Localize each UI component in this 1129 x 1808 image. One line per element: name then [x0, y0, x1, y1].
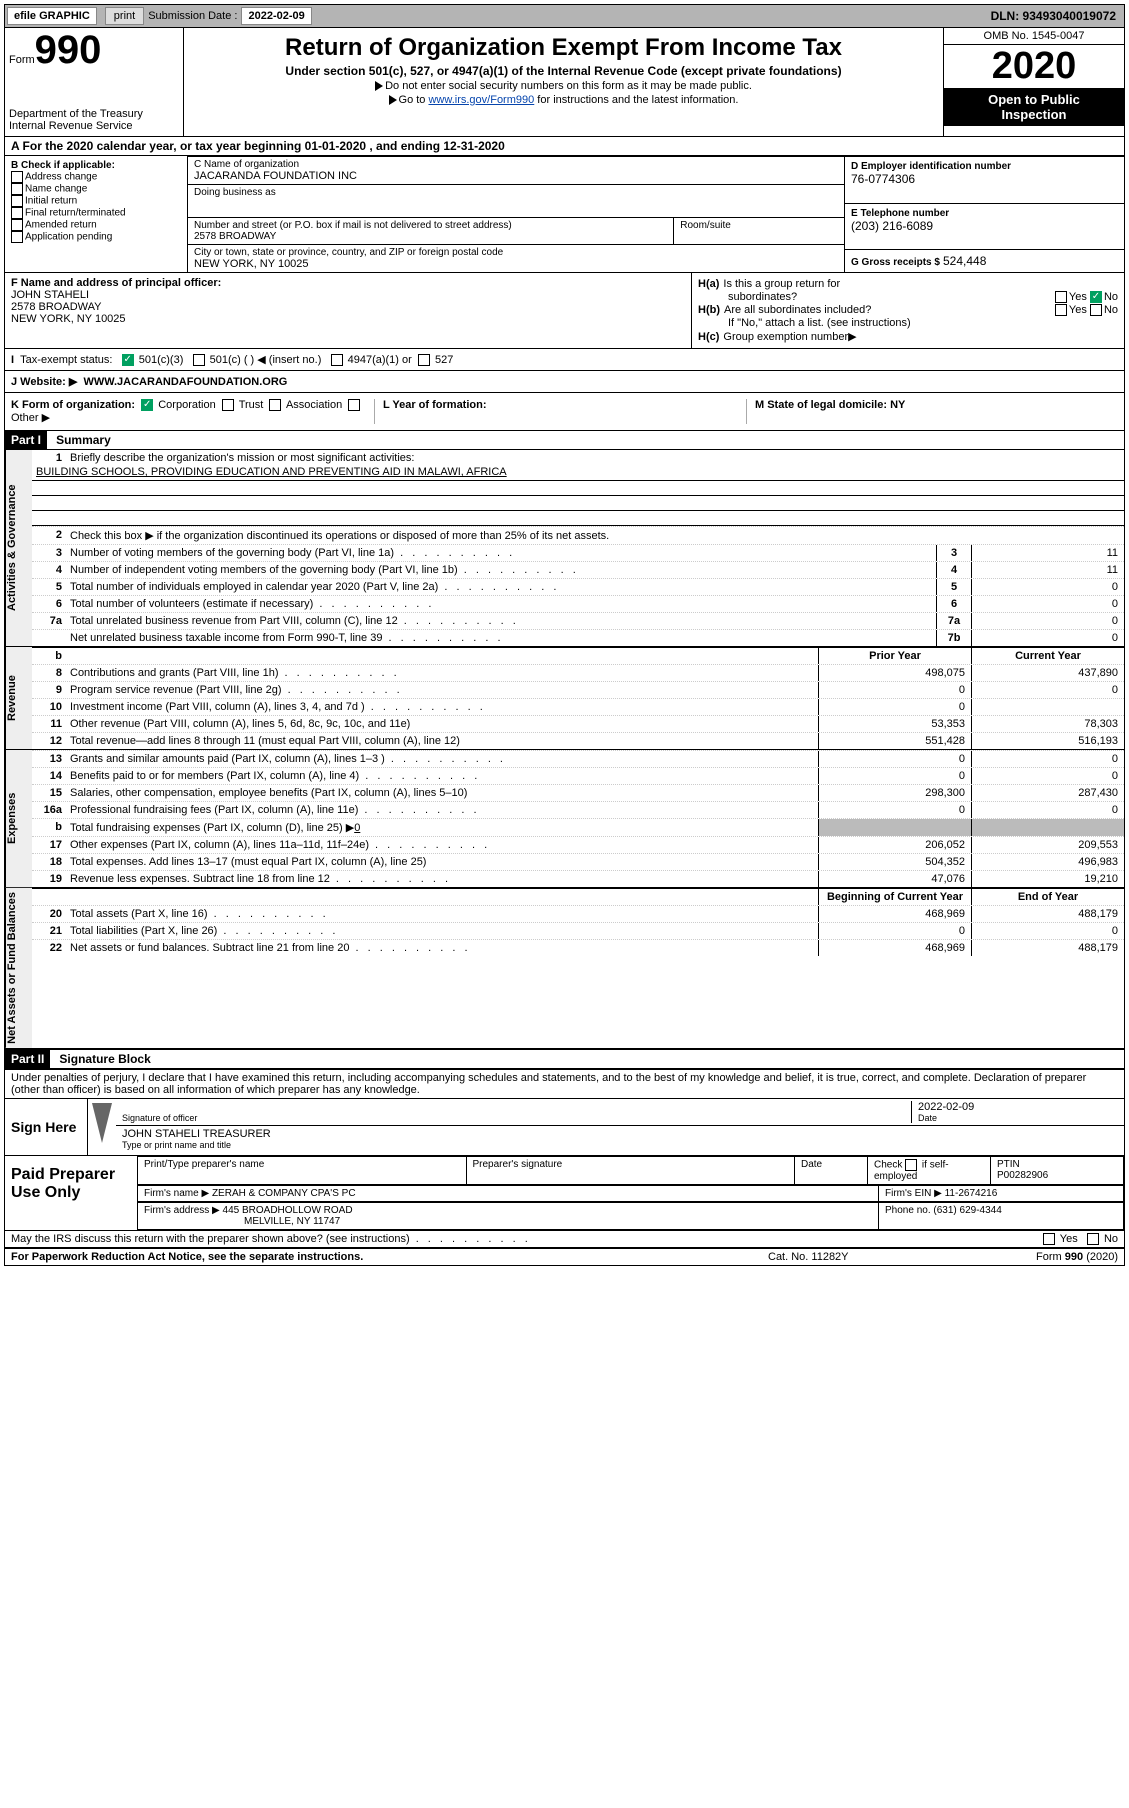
ein: 76-0774306	[851, 172, 1118, 186]
section-l: L Year of formation:	[374, 399, 746, 424]
ha-no[interactable]: ✓	[1090, 291, 1102, 303]
hb-no[interactable]	[1090, 304, 1102, 316]
org-name: JACARANDA FOUNDATION INC	[194, 170, 838, 182]
sign-arrow-icon	[92, 1103, 112, 1143]
chk-501c[interactable]	[193, 354, 205, 366]
section-j: J Website: ▶ WWW.JACARANDAFOUNDATION.ORG	[5, 370, 1124, 393]
val-7a: 0	[971, 613, 1124, 629]
section-f: F Name and address of principal officer:…	[5, 273, 691, 348]
efile-label: efile GRAPHIC	[7, 7, 97, 25]
irs-label: Internal Revenue Service	[9, 120, 179, 132]
chk-amended[interactable]	[11, 219, 23, 231]
sign-date: 2022-02-09	[918, 1101, 1118, 1113]
gross-receipts: 524,448	[943, 254, 986, 268]
telephone: (203) 216-6089	[851, 219, 1118, 233]
val-4: 11	[971, 562, 1124, 578]
submission-date: 2022-02-09	[241, 7, 311, 25]
firm-address-2: MELVILLE, NY 11747	[144, 1216, 872, 1227]
ptin: P00282906	[997, 1170, 1117, 1181]
vtab-expenses: Expenses	[5, 750, 32, 887]
chk-initial[interactable]	[11, 195, 23, 207]
chk-address[interactable]	[11, 171, 23, 183]
part-ii-label: Part II	[5, 1050, 50, 1068]
chk-final[interactable]	[11, 207, 23, 219]
val-3: 11	[971, 545, 1124, 561]
chk-self-employed[interactable]	[905, 1159, 917, 1171]
part-i-title: Summary	[50, 431, 117, 449]
firm-phone: (631) 629-4344	[933, 1205, 1001, 1216]
form-note-ssn: Do not enter social security numbers on …	[385, 80, 752, 92]
paperwork-notice: For Paperwork Reduction Act Notice, see …	[11, 1251, 768, 1263]
chk-pending[interactable]	[11, 231, 23, 243]
part-i-label: Part I	[5, 431, 47, 449]
form-number-block: Form990 Department of the Treasury Inter…	[5, 28, 184, 136]
firm-name: ZERAH & COMPANY CPA'S PC	[212, 1188, 356, 1199]
section-b: B Check if applicable: Address change Na…	[5, 156, 187, 272]
discuss-yes[interactable]	[1043, 1233, 1055, 1245]
firm-address-1: 445 BROADHOLLOW ROAD	[223, 1205, 353, 1216]
val-6: 0	[971, 596, 1124, 612]
section-i: I Tax-exempt status: ✓ 501(c)(3) 501(c) …	[5, 348, 1124, 370]
section-k: K Form of organization: ✓ Corporation Tr…	[11, 399, 374, 424]
form-subtitle: Under section 501(c), 527, or 4947(a)(1)…	[192, 64, 935, 78]
officer-name: JOHN STAHELI	[11, 289, 685, 301]
row-a-period: A For the 2020 calendar year, or tax yea…	[5, 137, 1124, 156]
officer-signature-name: JOHN STAHELI TREASURER	[122, 1128, 1118, 1140]
print-button[interactable]: print	[105, 7, 144, 25]
city-state-zip: NEW YORK, NY 10025	[194, 258, 838, 270]
chk-501c3[interactable]: ✓	[122, 354, 134, 366]
chk-4947[interactable]	[331, 354, 343, 366]
website: WWW.JACARANDAFOUNDATION.ORG	[83, 376, 287, 388]
ha-yes[interactable]	[1055, 291, 1067, 303]
val-5: 0	[971, 579, 1124, 595]
top-bar: efile GRAPHIC print Submission Date : 20…	[5, 5, 1124, 28]
street-address: 2578 BROADWAY	[194, 231, 667, 242]
firm-ein: 11-2674216	[945, 1188, 998, 1199]
dept-treasury: Department of the Treasury	[9, 108, 179, 120]
vtab-net-assets: Net Assets or Fund Balances	[5, 888, 32, 1048]
paid-preparer-label: Paid Preparer Use Only	[5, 1156, 137, 1230]
form-footer: Form 990 (2020)	[968, 1251, 1118, 1263]
open-public-badge: Open to Public Inspection	[944, 88, 1124, 126]
section-m: M State of legal domicile: NY	[746, 399, 1118, 424]
cat-no: Cat. No. 11282Y	[768, 1251, 968, 1263]
omb-number: OMB No. 1545-0047	[944, 28, 1124, 45]
mission: BUILDING SCHOOLS, PROVIDING EDUCATION AN…	[32, 466, 1124, 481]
chk-527[interactable]	[418, 354, 430, 366]
vtab-activities: Activities & Governance	[5, 450, 32, 646]
dln: DLN: 93493040019072	[991, 9, 1122, 23]
perjury-statement: Under penalties of perjury, I declare th…	[5, 1069, 1124, 1098]
sign-here-label: Sign Here	[5, 1099, 88, 1155]
form-990: 990	[35, 28, 102, 72]
irs-link[interactable]: www.irs.gov/Form990	[428, 94, 534, 106]
vtab-revenue: Revenue	[5, 647, 32, 749]
val-7b: 0	[971, 630, 1124, 646]
hb-yes[interactable]	[1055, 304, 1067, 316]
submission-label: Submission Date :	[148, 10, 237, 22]
chk-name[interactable]	[11, 183, 23, 195]
form-title: Return of Organization Exempt From Incom…	[192, 34, 935, 62]
part-ii-title: Signature Block	[53, 1050, 156, 1068]
section-h: H(a) Is this a group return for subordin…	[691, 273, 1124, 348]
discuss-no[interactable]	[1087, 1233, 1099, 1245]
tax-year: 2020	[944, 45, 1124, 88]
